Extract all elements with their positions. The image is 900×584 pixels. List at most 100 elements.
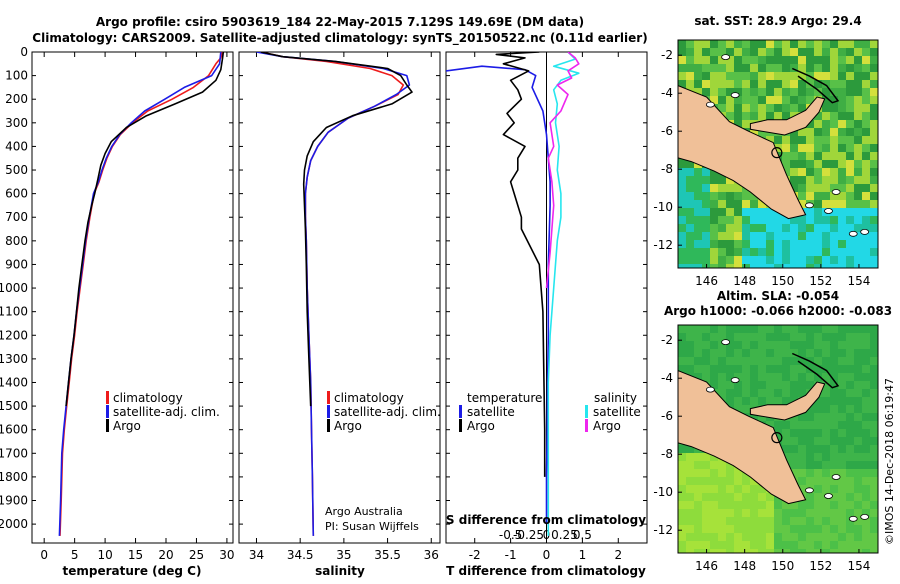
map-cell — [702, 256, 710, 264]
map-cell — [766, 365, 774, 373]
map-cell — [734, 493, 742, 501]
map-cell — [702, 477, 710, 485]
map-cell — [710, 184, 718, 192]
map-cell — [718, 373, 726, 381]
map-cell — [806, 208, 814, 216]
map-cell — [798, 501, 806, 509]
map-cell — [790, 176, 798, 184]
map-cell — [742, 64, 750, 72]
map-cell — [854, 208, 862, 216]
map-cell — [830, 357, 838, 365]
map-cell — [798, 429, 806, 437]
map-cell — [870, 264, 878, 268]
map-cell — [854, 397, 862, 405]
map-cell — [798, 40, 806, 48]
map-cell — [822, 144, 830, 152]
map-cell — [854, 248, 862, 256]
map-cell — [726, 461, 734, 469]
depth-tick-label: 600 — [5, 187, 28, 201]
map-cell — [694, 549, 702, 553]
map-cell — [846, 477, 854, 485]
map-cell — [822, 56, 830, 64]
map-cell — [798, 240, 806, 248]
map-cell — [822, 160, 830, 168]
map-x-tick-label: 148 — [733, 559, 756, 573]
map-cell — [702, 365, 710, 373]
map-cell — [766, 264, 774, 268]
map-cell — [750, 477, 758, 485]
map-cell — [806, 192, 814, 200]
map-cell — [726, 325, 734, 333]
map-cell — [734, 256, 742, 264]
map-cell — [854, 128, 862, 136]
map-cell — [830, 240, 838, 248]
map-cell — [678, 256, 686, 264]
map-x-tick-label: 150 — [771, 559, 794, 573]
map-cell — [830, 152, 838, 160]
map-cell — [830, 80, 838, 88]
map-cell — [734, 477, 742, 485]
map-cell — [798, 88, 806, 96]
map-cell — [782, 112, 790, 120]
map-cell — [870, 533, 878, 541]
map-cell — [750, 48, 758, 56]
map-cell — [750, 56, 758, 64]
map-cell — [798, 264, 806, 268]
land-new-ireland — [791, 352, 840, 389]
map-cell — [758, 40, 766, 48]
map-cell — [678, 485, 686, 493]
map-cell — [854, 525, 862, 533]
map-y-tick-label: -10 — [653, 485, 673, 499]
map-cell — [694, 64, 702, 72]
map-cell — [830, 136, 838, 144]
map-cell — [702, 357, 710, 365]
map-cell — [822, 224, 830, 232]
map-cell — [862, 365, 870, 373]
map-cell — [798, 80, 806, 88]
map-cell — [814, 357, 822, 365]
map-cell — [702, 325, 710, 333]
map-cell — [862, 160, 870, 168]
map-cell — [678, 533, 686, 541]
map-cell — [830, 389, 838, 397]
x-tick-label: 36 — [424, 548, 439, 562]
map-cell — [870, 333, 878, 341]
map-cell — [774, 341, 782, 349]
map-cell — [790, 136, 798, 144]
map-cell — [846, 152, 854, 160]
map-cell — [862, 120, 870, 128]
map-cell — [830, 200, 838, 208]
legend-label-t-argo: Argo — [467, 419, 495, 433]
map-cell — [742, 549, 750, 553]
map-cell — [742, 365, 750, 373]
map-cell — [726, 64, 734, 72]
island — [848, 515, 858, 522]
map-cell — [782, 48, 790, 56]
x-tick-label: 30 — [219, 548, 234, 562]
map-cell — [814, 40, 822, 48]
map-cell — [854, 389, 862, 397]
island — [824, 493, 833, 499]
map-cell — [774, 349, 782, 357]
map-cell — [830, 373, 838, 381]
map-cell — [718, 381, 726, 389]
map-cell — [766, 421, 774, 429]
map-cell — [870, 461, 878, 469]
map-cell — [750, 525, 758, 533]
map-cell — [846, 533, 854, 541]
map-cell — [718, 533, 726, 541]
map-cell — [766, 224, 774, 232]
x-tick-label: 20 — [158, 548, 173, 562]
map-cell — [782, 373, 790, 381]
map-cell — [694, 477, 702, 485]
depth-tick-label: 700 — [5, 210, 28, 224]
map-cell — [742, 493, 750, 501]
map-cell — [742, 48, 750, 56]
legend-swatch-satellite — [106, 405, 109, 418]
map-cell — [702, 333, 710, 341]
map-cell — [806, 96, 814, 104]
map-cell — [750, 232, 758, 240]
map-cell — [870, 168, 878, 176]
map-cell — [870, 429, 878, 437]
map-cell — [710, 88, 718, 96]
